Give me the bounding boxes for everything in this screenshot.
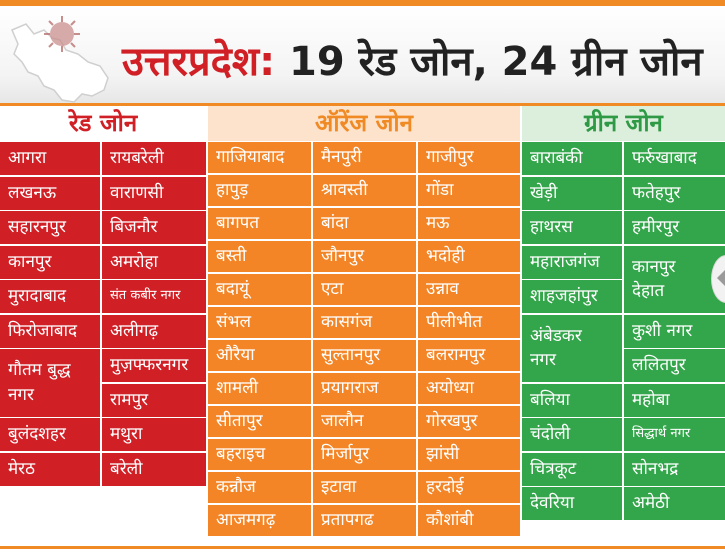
orange-zone-district: बांदा bbox=[313, 208, 416, 239]
green-zone-district: अमेठी bbox=[624, 487, 725, 520]
orange-zone-district: बागपत bbox=[208, 208, 311, 239]
red-zone-district: गौतम बुद्ध नगर bbox=[0, 349, 100, 417]
green-zone-district: कानपुर देहात bbox=[624, 245, 725, 313]
red-zone-district: वाराणसी bbox=[102, 176, 206, 210]
virus-icon bbox=[44, 16, 80, 52]
red-zone-district: कानपुर bbox=[0, 245, 100, 279]
headline-state: उत्तरप्रदेश: bbox=[122, 39, 276, 85]
red-zone-district: रायबरेली bbox=[102, 142, 206, 175]
orange-zone-district: कौशांबी bbox=[418, 505, 520, 536]
orange-zone-district: मिर्जापुर bbox=[313, 439, 416, 470]
green-zone-district: ललितपुर bbox=[624, 349, 725, 382]
red-zone-district: अमरोहा bbox=[102, 245, 206, 279]
green-zone-district: हाथरस bbox=[522, 211, 622, 244]
red-zone-district: मुरादाबाद bbox=[0, 280, 100, 313]
orange-zone-district: संभल bbox=[208, 307, 311, 338]
red-zone-district: मेरठ bbox=[0, 452, 100, 486]
green-zone-district: कुशी नगर bbox=[624, 314, 725, 348]
orange-zone-district: झांसी bbox=[418, 439, 520, 470]
red-zone-district: फिरोजाबाद bbox=[0, 314, 100, 348]
header-banner: उत्तरप्रदेश: 19 रेड जोन, 24 ग्रीन जोन bbox=[0, 6, 725, 104]
orange-zone-district: गाजियाबाद bbox=[208, 142, 311, 173]
green-zone-district: बाराबंकी bbox=[522, 142, 622, 175]
orange-zone-district: जौनपुर bbox=[313, 241, 416, 272]
green-zone-district: अंबेडकर नगर bbox=[522, 314, 622, 382]
green-zone-district: सोनभद्र bbox=[624, 452, 725, 486]
red-zone-district: बिजनौर bbox=[102, 211, 206, 244]
orange-zone-district: हापुड़ bbox=[208, 175, 311, 206]
green-zone-district: सिद्धार्थ नगर bbox=[624, 418, 725, 451]
orange-zone-district: आजमगढ़ bbox=[208, 505, 311, 536]
orange-zone-district: बलरामपुर bbox=[418, 340, 520, 371]
green-zone-district: हमीरपुर bbox=[624, 211, 725, 244]
red-zone-header: रेड जोन bbox=[0, 106, 206, 141]
green-zone-header: ग्रीन जोन bbox=[522, 106, 725, 141]
red-zone-district: लखनऊ bbox=[0, 176, 100, 210]
orange-zone-district: प्रयागराज bbox=[313, 373, 416, 404]
orange-zone-district: जालौन bbox=[313, 406, 416, 437]
orange-zone-district: कन्नौज bbox=[208, 472, 311, 503]
red-zone-district: बरेली bbox=[102, 452, 206, 486]
red-zone-district: आगरा bbox=[0, 142, 100, 175]
red-zone-district: बुलंदशहर bbox=[0, 418, 100, 451]
red-zone-district: सहारनपुर bbox=[0, 211, 100, 244]
header-divider bbox=[0, 103, 725, 106]
red-zone-district: मथुरा bbox=[102, 418, 206, 451]
orange-zone-district: सुल्तानपुर bbox=[313, 340, 416, 371]
green-zone-district: शाहजहांपुर bbox=[522, 280, 622, 313]
orange-zone-district: हरदोई bbox=[418, 472, 520, 503]
orange-zone-district: गाजीपुर bbox=[418, 142, 520, 173]
green-zone-district: खेड़ी bbox=[522, 176, 622, 210]
orange-zone-district: शामली bbox=[208, 373, 311, 404]
orange-zone-district: अयोध्या bbox=[418, 373, 520, 404]
red-zone-district: मुज़फ्फरनगर bbox=[102, 349, 206, 382]
top-border bbox=[0, 0, 725, 6]
headline-counts: 19 रेड जोन, 24 ग्रीन जोन bbox=[275, 39, 703, 85]
orange-zone-district: औरैया bbox=[208, 340, 311, 371]
green-zone-district: फर्रुखाबाद bbox=[624, 142, 725, 175]
green-zone-district: देवरिया bbox=[522, 487, 622, 520]
orange-zone-district: बहराइच bbox=[208, 439, 311, 470]
orange-zone-district: मैनपुरी bbox=[313, 142, 416, 173]
green-zone-district: चित्रकूट bbox=[522, 452, 622, 486]
orange-zone-district: मऊ bbox=[418, 208, 520, 239]
red-zone-district: रामपुर bbox=[102, 383, 206, 417]
chevron-left-icon[interactable] bbox=[717, 270, 725, 286]
red-zone-district: संत कबीर नगर bbox=[102, 280, 206, 313]
orange-zone-district: भदोही bbox=[418, 241, 520, 272]
orange-zone-district: बस्ती bbox=[208, 241, 311, 272]
headline: उत्तरप्रदेश: 19 रेड जोन, 24 ग्रीन जोन bbox=[122, 34, 703, 90]
orange-zone-district: एटा bbox=[313, 274, 416, 305]
orange-zone-district: उन्नाव bbox=[418, 274, 520, 305]
orange-zone-district: गोंडा bbox=[418, 175, 520, 206]
orange-zone-district: कासगंज bbox=[313, 307, 416, 338]
orange-zone-header: ऑरेंज जोन bbox=[208, 106, 520, 141]
green-zone-district: महाराजगंज bbox=[522, 245, 622, 279]
green-zone-district: चंदोली bbox=[522, 418, 622, 451]
bottom-border bbox=[0, 546, 725, 554]
orange-zone-district: इटावा bbox=[313, 472, 416, 503]
green-zone-district: महोबा bbox=[624, 383, 725, 417]
orange-zone-district: सीतापुर bbox=[208, 406, 311, 437]
orange-zone-district: पीलीभीत bbox=[418, 307, 520, 338]
green-zone-district: फतेहपुर bbox=[624, 176, 725, 210]
green-zone-district: बलिया bbox=[522, 383, 622, 417]
red-zone-district: अलीगढ़ bbox=[102, 314, 206, 348]
orange-zone-district: प्रतापगढ bbox=[313, 505, 416, 536]
orange-zone-district: बदायूं bbox=[208, 274, 311, 305]
orange-zone-district: गोरखपुर bbox=[418, 406, 520, 437]
orange-zone-district: श्रावस्ती bbox=[313, 175, 416, 206]
